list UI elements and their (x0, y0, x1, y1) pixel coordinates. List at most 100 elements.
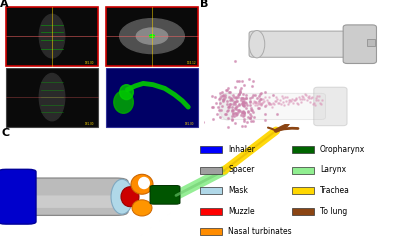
Bar (367, 39, 374, 46)
Bar (200, 167, 222, 174)
Point (228, 97, 234, 101)
Point (240, 114, 246, 118)
Text: Muzzle: Muzzle (228, 206, 255, 216)
Point (257, 102, 264, 106)
Text: Mask: Mask (228, 186, 248, 195)
Point (224, 88, 230, 92)
Point (230, 108, 236, 112)
Point (228, 98, 235, 102)
Ellipse shape (249, 31, 265, 58)
Point (298, 94, 305, 98)
Text: 174.12: 174.12 (186, 61, 196, 65)
Point (310, 102, 316, 106)
Point (222, 93, 228, 97)
Point (257, 97, 263, 101)
Point (257, 92, 264, 96)
Point (274, 97, 280, 101)
Point (234, 95, 241, 99)
Point (241, 97, 248, 101)
Point (233, 113, 240, 117)
Point (266, 101, 272, 105)
Point (249, 108, 256, 112)
Point (215, 105, 221, 109)
FancyBboxPatch shape (343, 25, 376, 63)
Point (217, 101, 223, 105)
Point (227, 102, 233, 106)
Point (284, 95, 290, 99)
Point (236, 108, 242, 112)
Point (270, 101, 276, 105)
Point (247, 103, 253, 107)
Point (259, 100, 266, 104)
Point (245, 109, 252, 113)
Point (280, 100, 286, 104)
Point (226, 104, 233, 108)
Point (219, 94, 226, 98)
Point (244, 110, 251, 114)
Ellipse shape (132, 200, 152, 216)
Point (244, 120, 250, 124)
Ellipse shape (220, 93, 235, 120)
Point (242, 93, 249, 97)
FancyBboxPatch shape (249, 31, 355, 57)
Point (306, 94, 313, 98)
Point (241, 83, 248, 87)
Point (225, 105, 231, 109)
Point (239, 102, 246, 106)
Point (226, 90, 233, 94)
Point (262, 118, 268, 122)
Point (237, 98, 244, 102)
Ellipse shape (39, 14, 65, 58)
Point (229, 114, 235, 118)
Point (243, 96, 249, 100)
Point (289, 97, 295, 101)
Point (238, 113, 244, 117)
Point (219, 90, 226, 94)
Point (307, 100, 314, 104)
Point (247, 108, 254, 112)
Point (252, 103, 258, 107)
Text: 181.00: 181.00 (185, 122, 194, 126)
Text: Inhaler: Inhaler (228, 145, 255, 154)
Point (308, 96, 314, 100)
Point (295, 102, 301, 106)
Point (294, 101, 300, 105)
Point (239, 79, 245, 83)
Point (252, 100, 258, 104)
Bar (200, 146, 222, 153)
FancyBboxPatch shape (24, 195, 120, 208)
Point (238, 96, 244, 100)
Ellipse shape (138, 177, 150, 189)
Point (232, 99, 239, 103)
Bar (106, 7, 198, 66)
Point (250, 79, 257, 83)
Point (264, 100, 271, 104)
Point (262, 96, 268, 100)
Point (279, 96, 286, 100)
Point (250, 101, 256, 105)
Point (243, 101, 250, 105)
Point (270, 93, 276, 97)
Point (255, 94, 262, 98)
Point (254, 96, 260, 100)
Point (249, 84, 255, 88)
Point (226, 90, 233, 94)
Point (303, 93, 309, 97)
Point (224, 99, 230, 103)
Text: Larynx: Larynx (320, 165, 346, 175)
Point (240, 96, 246, 100)
Point (266, 95, 272, 99)
Point (229, 117, 236, 121)
Point (257, 101, 263, 105)
Point (225, 86, 231, 90)
Point (256, 102, 262, 106)
Point (293, 96, 300, 100)
Point (239, 102, 245, 106)
Point (304, 95, 311, 99)
Point (225, 108, 231, 112)
Point (254, 103, 260, 107)
Point (241, 103, 247, 107)
Point (278, 94, 285, 98)
Point (240, 100, 246, 104)
Point (312, 103, 318, 107)
